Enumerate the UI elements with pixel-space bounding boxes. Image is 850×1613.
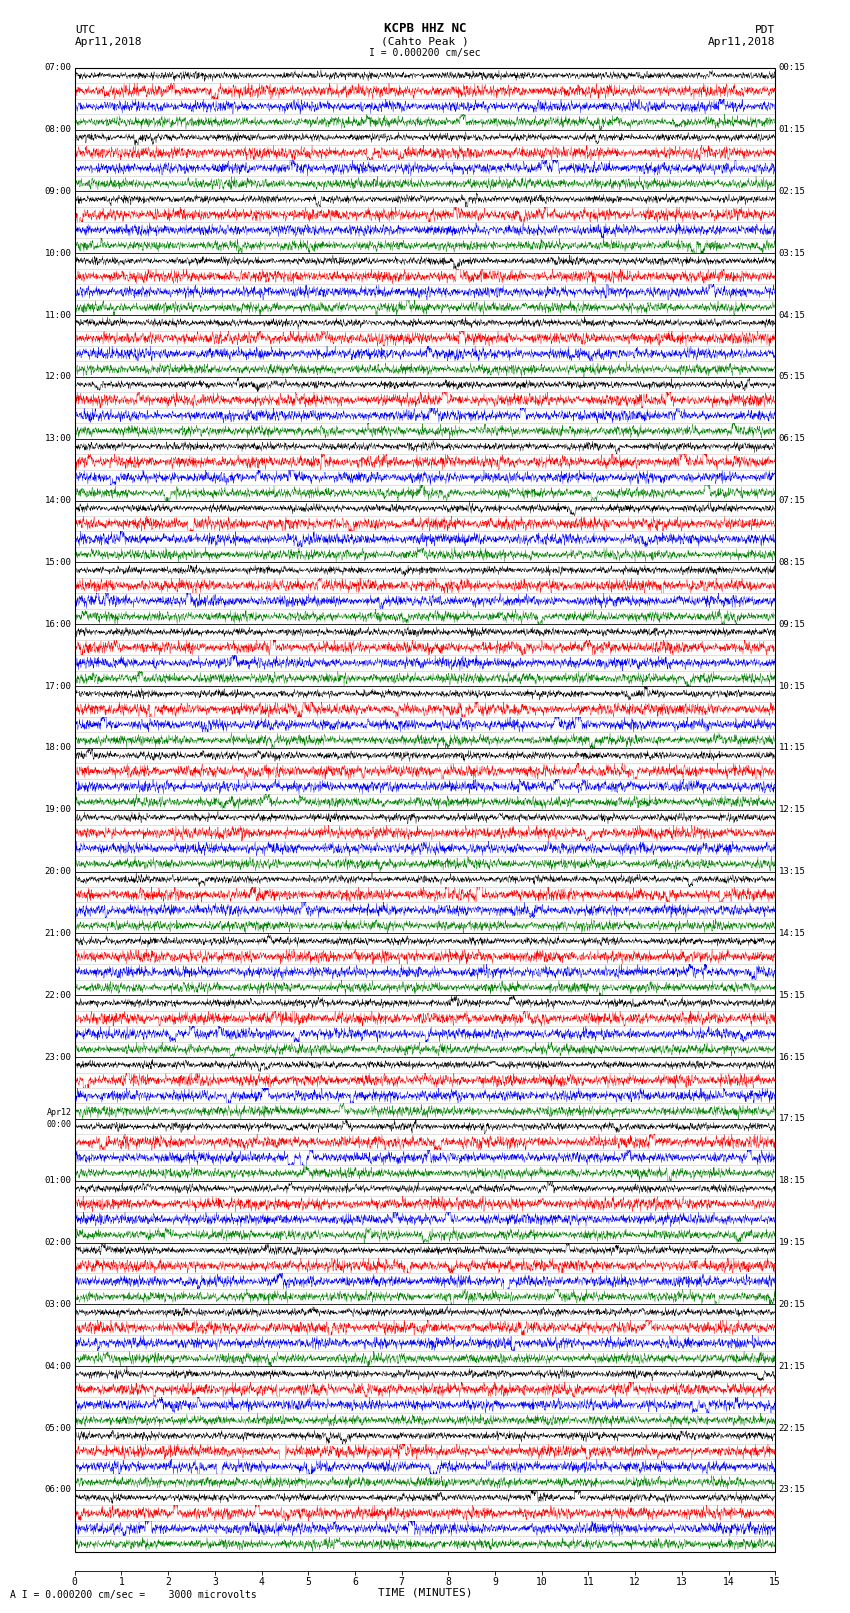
Text: 06:00: 06:00 [44,1486,71,1494]
Text: 08:15: 08:15 [779,558,806,566]
Text: 18:15: 18:15 [779,1176,806,1186]
Text: UTC: UTC [75,26,95,35]
Text: 20:00: 20:00 [44,868,71,876]
Text: 01:00: 01:00 [44,1176,71,1186]
Text: 11:15: 11:15 [779,744,806,752]
Text: 22:15: 22:15 [779,1424,806,1432]
Text: 07:00: 07:00 [44,63,71,73]
Text: 10:00: 10:00 [44,248,71,258]
Text: 06:15: 06:15 [779,434,806,444]
Text: 13:00: 13:00 [44,434,71,444]
Text: 09:15: 09:15 [779,619,806,629]
Text: Apr11,2018: Apr11,2018 [708,37,775,47]
Text: 02:00: 02:00 [44,1239,71,1247]
Text: 14:00: 14:00 [44,497,71,505]
Text: 17:15: 17:15 [779,1115,806,1123]
Text: 20:15: 20:15 [779,1300,806,1308]
Text: 15:00: 15:00 [44,558,71,566]
Text: 19:00: 19:00 [44,805,71,815]
Text: 12:15: 12:15 [779,805,806,815]
Text: KCPB HHZ NC: KCPB HHZ NC [383,23,467,35]
Text: 21:15: 21:15 [779,1361,806,1371]
Text: 08:00: 08:00 [44,126,71,134]
Text: 04:15: 04:15 [779,311,806,319]
Text: 10:15: 10:15 [779,682,806,690]
Text: 14:15: 14:15 [779,929,806,937]
Text: 23:15: 23:15 [779,1486,806,1494]
Text: 00:00: 00:00 [47,1121,71,1129]
Text: 16:15: 16:15 [779,1053,806,1061]
Text: 17:00: 17:00 [44,682,71,690]
Text: 15:15: 15:15 [779,990,806,1000]
Text: 22:00: 22:00 [44,990,71,1000]
Text: (Cahto Peak ): (Cahto Peak ) [381,37,469,47]
Text: 18:00: 18:00 [44,744,71,752]
Text: 00:15: 00:15 [779,63,806,73]
Text: 03:15: 03:15 [779,248,806,258]
Text: Apr12: Apr12 [47,1108,71,1118]
Text: 05:00: 05:00 [44,1424,71,1432]
Text: 23:00: 23:00 [44,1053,71,1061]
Text: I = 0.000200 cm/sec: I = 0.000200 cm/sec [369,48,481,58]
Text: 04:00: 04:00 [44,1361,71,1371]
Text: 02:15: 02:15 [779,187,806,195]
Text: PDT: PDT [755,26,775,35]
Text: 01:15: 01:15 [779,126,806,134]
Text: 07:15: 07:15 [779,497,806,505]
Text: 19:15: 19:15 [779,1239,806,1247]
Text: Apr11,2018: Apr11,2018 [75,37,142,47]
Text: 12:00: 12:00 [44,373,71,381]
Text: 03:00: 03:00 [44,1300,71,1308]
Text: A I = 0.000200 cm/sec =    3000 microvolts: A I = 0.000200 cm/sec = 3000 microvolts [10,1590,257,1600]
Text: 21:00: 21:00 [44,929,71,937]
Text: 13:15: 13:15 [779,868,806,876]
Text: 16:00: 16:00 [44,619,71,629]
Text: 11:00: 11:00 [44,311,71,319]
Text: TIME (MINUTES): TIME (MINUTES) [377,1587,473,1597]
Text: 05:15: 05:15 [779,373,806,381]
Text: 09:00: 09:00 [44,187,71,195]
